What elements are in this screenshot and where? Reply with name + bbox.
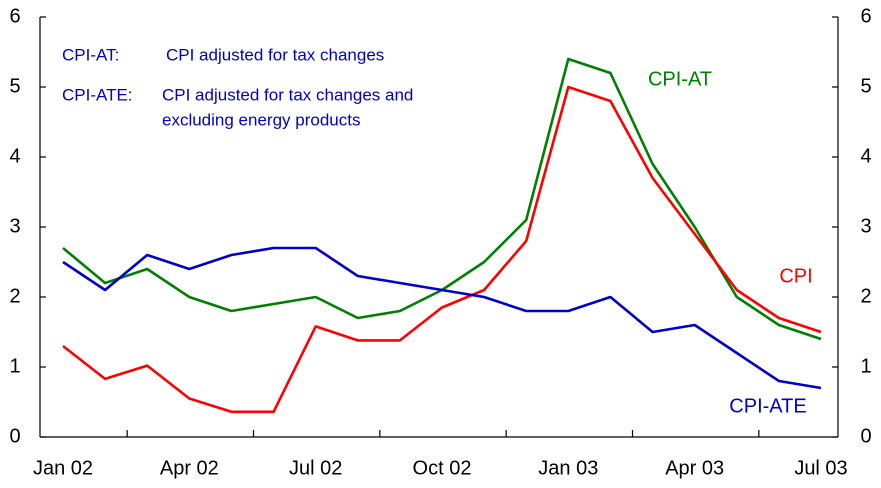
x-tick-label: Oct 02 [413,457,472,479]
y-tick-label: 1 [9,355,20,377]
series-label: CPI-AT [648,68,712,90]
y-tick-label: 0 [9,425,20,447]
series-line [62,246,822,390]
y2-tick-label: 2 [860,285,871,307]
x-tick-label: Apr 03 [665,457,724,479]
series-line [62,85,822,414]
y-tick-label: 6 [9,5,20,27]
annotation-text: excluding energy products [162,110,360,129]
y-tick-label: 4 [9,145,20,167]
y-tick-label: 2 [9,285,20,307]
annotation-text: CPI adjusted for tax changes [166,45,384,64]
annotation-label: CPI-AT: [62,45,119,64]
annotation-text: CPI adjusted for tax changes and [162,85,413,104]
x-tick-label: Jul 03 [794,457,847,479]
y-tick-label: 3 [9,215,20,237]
y2-tick-label: 5 [860,75,871,97]
y2-tick-label: 3 [860,215,871,237]
annotation-label: CPI-ATE: [62,85,133,104]
x-tick-label: Jan 02 [33,457,93,479]
y2-tick-label: 0 [860,425,871,447]
series-label: CPI-ATE [729,395,806,417]
series-label: CPI [779,265,812,287]
x-tick-label: Apr 02 [160,457,219,479]
x-tick-label: Jul 02 [289,457,342,479]
y2-tick-label: 4 [860,145,871,167]
y-tick-label: 5 [9,75,20,97]
y2-tick-label: 6 [860,5,871,27]
x-tick-label: Jan 03 [538,457,598,479]
y2-tick-label: 1 [860,355,871,377]
